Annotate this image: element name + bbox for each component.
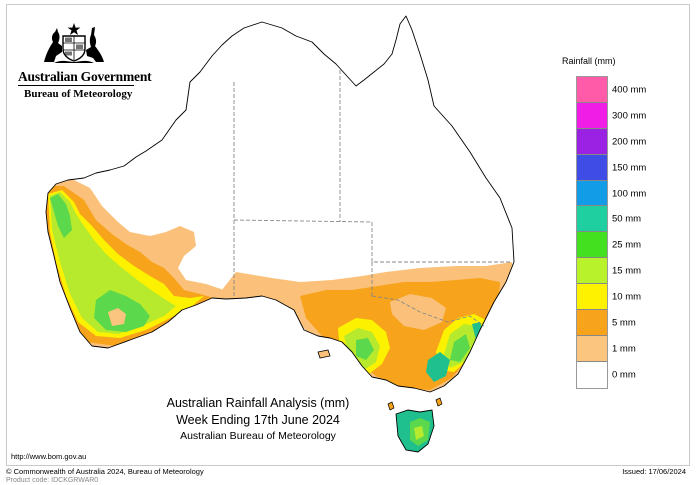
mainland-coastline (45, 15, 515, 393)
rain-zone-se-50mm (426, 352, 450, 382)
legend-swatch-150-mm (577, 154, 607, 181)
bass-strait-islands (387, 397, 443, 411)
state-borders (233, 70, 512, 327)
legend-swatch-15-mm (577, 258, 607, 285)
map-title-line1: Australian Rainfall Analysis (mm) (166, 396, 350, 410)
legend-label-10-mm: 10 mm (612, 291, 642, 303)
source-url[interactable]: http://www.bom.gov.au (11, 452, 87, 461)
rain-zone-wa-dry-patch (108, 308, 126, 326)
legend-label-25-mm: 25 mm (612, 239, 642, 251)
org-name: Australian Government (18, 69, 152, 84)
legend-label-100-mm: 100 mm (612, 188, 647, 200)
agency-name: Bureau of Meteorology (24, 88, 133, 100)
legend-label-1-mm: 1 mm (612, 343, 636, 355)
legend-swatch-300-mm (577, 102, 607, 129)
legend-swatch-0-mm (577, 361, 607, 388)
legend-swatch-25-mm (577, 232, 607, 259)
legend-swatch-100-mm (577, 180, 607, 207)
copyright-text: © Commonwealth of Australia 2024, Bureau… (6, 467, 204, 476)
legend-swatch-50-mm (577, 206, 607, 233)
legend-title: Rainfall (mm) (562, 56, 616, 66)
legend (576, 76, 608, 389)
coat-of-arms-icon (44, 23, 104, 63)
rain-zone-se-25mm (356, 338, 374, 360)
legend-label-300-mm: 300 mm (612, 110, 647, 122)
legend-label-50-mm: 50 mm (612, 213, 642, 225)
legend-label-0-mm: 0 mm (612, 369, 636, 381)
kangaroo-island (317, 349, 331, 359)
rain-zone-tas-15mm (414, 426, 424, 440)
legend-label-200-mm: 200 mm (612, 136, 647, 148)
map-title-line2: Week Ending 17th June 2024 (176, 413, 340, 427)
legend-label-15-mm: 15 mm (612, 265, 642, 277)
legend-swatch-1-mm (577, 335, 607, 362)
rain-zone-wa-25mm (50, 194, 72, 238)
rain-zone-se-25mm-east (450, 334, 470, 362)
rain-zone-wa-15mm (50, 192, 176, 334)
legend-label-150-mm: 150 mm (612, 162, 647, 174)
product-code: Product code: IDCKGRWAR0 (6, 477, 99, 484)
map-title-line3: Australian Bureau of Meteorology (180, 430, 336, 442)
issued-date: Issued: 17/06/2024 (622, 467, 686, 476)
legend-swatch-400-mm (577, 77, 607, 103)
logo-rule (18, 85, 134, 86)
legend-swatch-10-mm (577, 284, 607, 311)
legend-label-5-mm: 5 mm (612, 317, 636, 329)
legend-swatch-200-mm (577, 128, 607, 155)
legend-swatch-5-mm (577, 310, 607, 336)
legend-label-400-mm: 400 mm (612, 84, 647, 96)
